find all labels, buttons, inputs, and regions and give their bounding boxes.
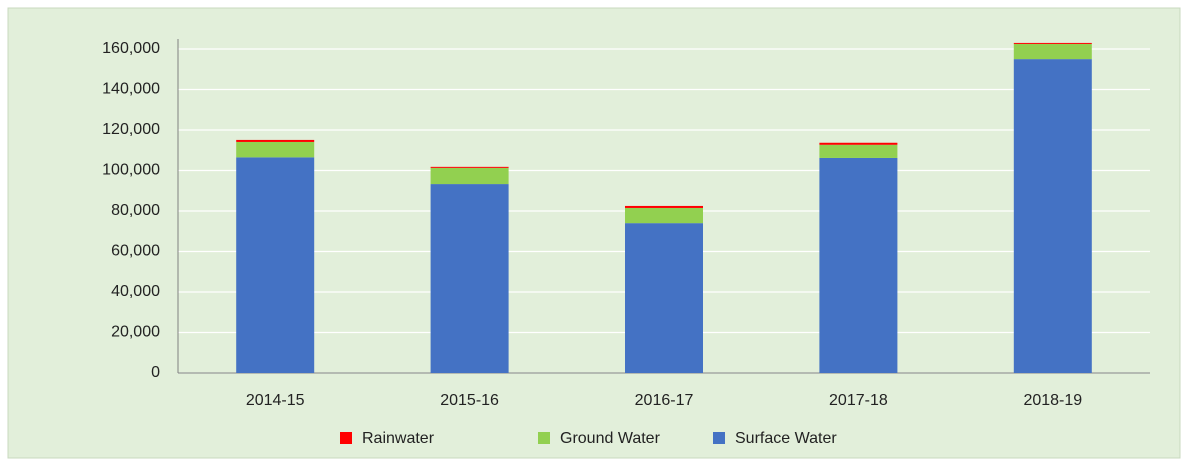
y-tick-label: 60,000 — [111, 243, 160, 260]
x-tick-label: 2015-16 — [440, 392, 499, 409]
y-tick-label: 120,000 — [102, 121, 160, 138]
bar-segment — [819, 144, 898, 158]
bar-segment — [430, 166, 509, 168]
bar-segment — [1013, 43, 1092, 60]
x-tick-label: 2016-17 — [635, 392, 694, 409]
bar-segment — [430, 184, 509, 373]
legend-label: Rainwater — [362, 430, 435, 447]
bar-segment — [625, 207, 703, 224]
y-tick-label: 140,000 — [102, 81, 160, 98]
y-tick-label: 80,000 — [111, 202, 160, 219]
bar-segment — [819, 157, 898, 373]
chart-background — [7, 7, 1181, 459]
y-tick-label: 0 — [151, 364, 160, 381]
legend-label: Surface Water — [735, 430, 837, 447]
x-tick-label: 2014-15 — [246, 392, 305, 409]
y-tick-label: 40,000 — [111, 283, 160, 300]
bar-segment — [236, 141, 315, 158]
x-tick-label: 2018-19 — [1023, 392, 1082, 409]
bar-segment — [1013, 59, 1092, 373]
bar-segment — [819, 142, 898, 145]
legend-swatch — [538, 432, 550, 444]
y-tick-label: 160,000 — [102, 40, 160, 57]
legend-swatch — [713, 432, 725, 444]
y-tick-label: 20,000 — [111, 324, 160, 341]
bar-segment — [430, 167, 509, 185]
bar-segment — [236, 157, 315, 373]
bar-segment — [1013, 42, 1092, 44]
bar-segment — [625, 223, 703, 373]
legend-label: Ground Water — [560, 430, 661, 447]
bar-segment — [625, 205, 703, 208]
legend-swatch — [340, 432, 352, 444]
bar-segment — [236, 139, 315, 142]
x-tick-label: 2017-18 — [829, 392, 888, 409]
y-tick-label: 100,000 — [102, 162, 160, 179]
